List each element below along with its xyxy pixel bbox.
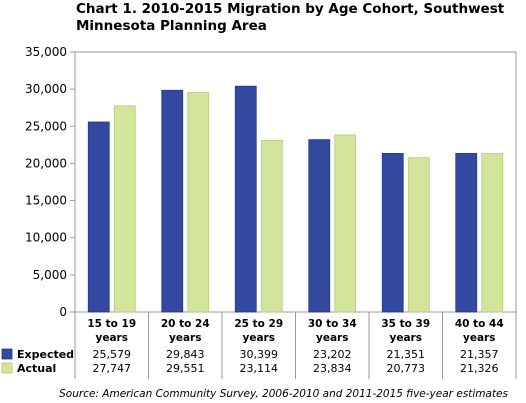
bar-expected (381, 152, 404, 313)
legend-label-actual: Actual (17, 362, 56, 375)
data-label: 21,357 (460, 348, 499, 361)
y-tick-label: 30,000 (25, 82, 67, 96)
data-label: 23,834 (313, 362, 352, 375)
bar-actual (113, 105, 136, 313)
bar-expected (455, 152, 478, 313)
data-label: 23,114 (240, 362, 279, 375)
x-tick-label: years (243, 332, 275, 344)
data-label: 30,399 (240, 348, 279, 361)
x-tick-label: years (463, 332, 495, 344)
x-tick-label: 40 to 44 (455, 318, 504, 330)
data-label: 20,773 (387, 362, 426, 375)
x-tick-label: years (316, 332, 348, 344)
bar-actual (481, 153, 504, 313)
y-tick-label: 15,000 (25, 194, 67, 208)
y-tick-label: 20,000 (25, 156, 67, 170)
x-axis-labels: 15 to 19 years 20 to 24 years 25 to 29 years 3… (74, 312, 517, 379)
bars (87, 85, 504, 313)
bar-expected (308, 139, 331, 313)
x-tick-label: years (169, 332, 201, 344)
bar-actual (187, 92, 210, 313)
legend-swatch-actual (1, 362, 13, 374)
y-tick-label: 5,000 (33, 268, 67, 282)
data-label: 21,351 (387, 348, 426, 361)
plot-border (74, 51, 517, 313)
bar-expected (161, 89, 184, 313)
chart-title-line-2: Minnesota Planning Area (76, 18, 267, 34)
bar-actual (334, 134, 357, 313)
x-tick-label: 20 to 24 (161, 318, 210, 330)
data-label: 23,202 (313, 348, 352, 361)
data-table: Expected 25,579 29,843 30,399 23,202 21,351 21… (1, 348, 499, 375)
data-label: 29,551 (166, 362, 205, 375)
data-label: 25,579 (93, 348, 132, 361)
x-tick-label: years (390, 332, 422, 344)
bar-actual (260, 139, 283, 313)
y-axis: 0 5,000 10,000 15,000 20,000 25,000 30,000 35,0… (25, 45, 75, 319)
source-note: Source: American Community Survey, 2006-… (59, 388, 508, 400)
data-label: 29,843 (166, 348, 205, 361)
data-label: 21,326 (460, 362, 499, 375)
x-tick-label: 15 to 19 (87, 318, 136, 330)
plot-area (74, 51, 517, 313)
legend-label-expected: Expected (17, 348, 74, 361)
x-tick-label: years (96, 332, 128, 344)
x-tick-label: 25 to 29 (234, 318, 283, 330)
data-label: 27,747 (93, 362, 132, 375)
bar-actual (407, 157, 430, 313)
x-tick-label: 35 to 39 (381, 318, 430, 330)
y-tick-label: 35,000 (25, 45, 67, 59)
bar-expected (234, 85, 257, 313)
y-tick-label: 25,000 (25, 119, 67, 133)
x-tick-label: 30 to 34 (308, 318, 357, 330)
chart-title-line-1: Chart 1. 2010-2015 Migration by Age Coho… (76, 1, 505, 17)
y-tick-label: 0 (59, 305, 67, 319)
y-tick-label: 10,000 (25, 231, 67, 245)
legend-swatch-expected (1, 348, 13, 360)
bar-expected (87, 121, 110, 313)
